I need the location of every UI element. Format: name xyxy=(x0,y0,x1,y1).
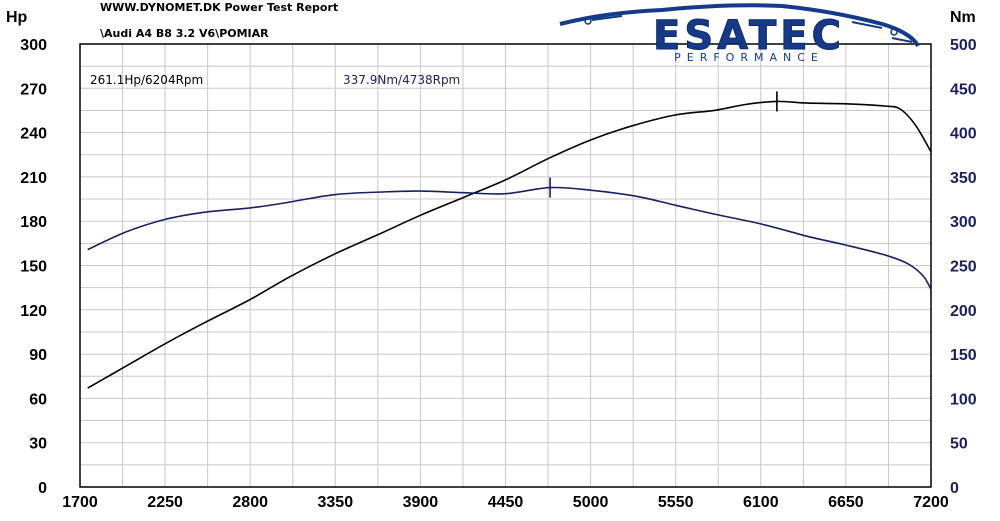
right-axis-tick-label: 500 xyxy=(950,37,977,54)
torque-curve xyxy=(87,186,932,290)
left-axis-tick-label: 270 xyxy=(20,81,47,98)
x-axis-tick-label: 2800 xyxy=(232,494,268,511)
x-axis-tick-label: 5550 xyxy=(658,494,694,511)
x-axis-tick-label: 1700 xyxy=(62,494,98,511)
peak-power-label: 261.1Hp/6204Rpm xyxy=(90,73,204,87)
left-axis-tick-label: 240 xyxy=(20,126,47,143)
left-axis-tick-label: 60 xyxy=(29,391,47,408)
car-silhouette-icon xyxy=(559,3,920,48)
x-axis-tick-label: 3900 xyxy=(403,494,439,511)
right-axis-tick-label: 450 xyxy=(950,81,977,98)
right-axis-tick-label: 50 xyxy=(950,436,968,453)
report-title: \Audi A4 B8 3.2 V6\POMIAR xyxy=(100,27,269,40)
right-axis-tick-label: 300 xyxy=(950,214,977,231)
left-axis-tick-label: 0 xyxy=(38,480,47,497)
right-axis-tick-label: 100 xyxy=(950,391,977,408)
left-axis-tick-label: 300 xyxy=(20,37,47,54)
peak-torque-label: 337.9Nm/4738Rpm xyxy=(343,73,461,87)
logo-subtitle: PERFORMANCE xyxy=(674,51,824,64)
power-curve xyxy=(87,100,932,389)
esatec-logo: ESATEC PERFORMANCE xyxy=(552,2,924,66)
right-axis-tick-label: 250 xyxy=(950,259,977,276)
x-axis-tick-label: 2250 xyxy=(147,494,183,511)
left-axis-tick-label: 90 xyxy=(29,347,47,364)
x-axis-tick-label: 6100 xyxy=(743,494,779,511)
right-axis-tick-label: 200 xyxy=(950,303,977,320)
x-axis-tick-label: 4450 xyxy=(488,494,524,511)
x-axis-tick-label: 3350 xyxy=(318,494,354,511)
brand-line: WWW.DYNOMET.DK Power Test Report xyxy=(100,1,339,14)
left-axis-unit: Hp xyxy=(6,9,28,26)
left-axis-tick-label: 210 xyxy=(20,170,47,187)
right-axis-tick-label: 0 xyxy=(950,480,959,497)
right-axis-unit: Nm xyxy=(950,9,976,26)
right-axis-tick-label: 350 xyxy=(950,170,977,187)
right-axis-tick-label: 150 xyxy=(950,347,977,364)
left-axis-tick-label: 30 xyxy=(29,436,47,453)
x-axis-tick-label: 5000 xyxy=(573,494,609,511)
left-axis-tick-label: 120 xyxy=(20,303,47,320)
right-axis-tick-label: 400 xyxy=(950,126,977,143)
left-axis-tick-label: 180 xyxy=(20,214,47,231)
plot-frame xyxy=(79,43,932,488)
x-axis-tick-label: 6650 xyxy=(828,494,864,511)
x-axis-tick-label: 7200 xyxy=(913,494,949,511)
logo-wordmark: ESATEC xyxy=(653,13,845,59)
left-axis-tick-label: 150 xyxy=(20,259,47,276)
